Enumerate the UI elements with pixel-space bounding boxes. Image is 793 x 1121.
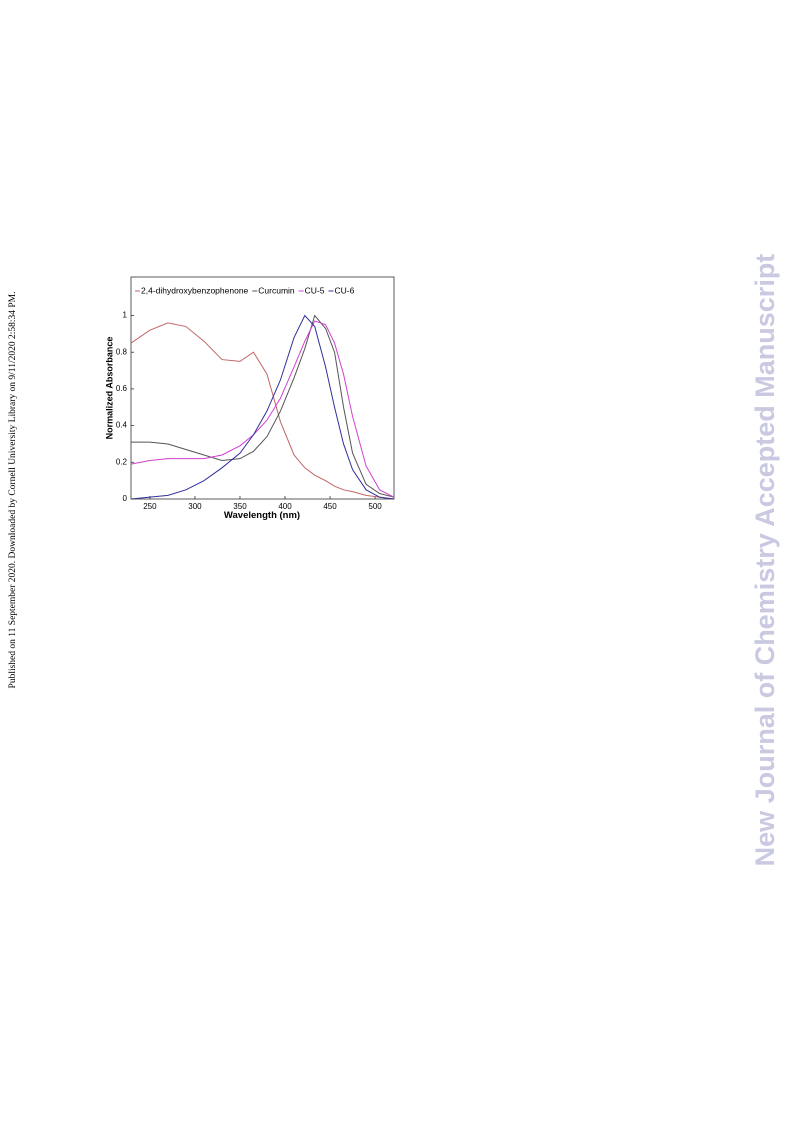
x-tick-label: 250	[143, 502, 157, 511]
right-note: New Journal of Chemistry Accepted Manusc…	[750, 254, 780, 867]
legend-label: CU-5	[305, 285, 325, 295]
series-line	[130, 314, 395, 500]
series-line	[131, 314, 395, 498]
y-tick-label: 0.8	[116, 347, 128, 356]
x-tick-label: 350	[233, 502, 247, 511]
series-line	[130, 320, 395, 498]
x-tick-label: 450	[323, 502, 337, 511]
plot-frame	[130, 276, 395, 500]
legend-label: CU-6	[335, 285, 355, 295]
y-tick-label: 0.6	[116, 384, 128, 393]
x-tick-label: 300	[188, 502, 202, 511]
x-tick-label: 400	[278, 502, 292, 511]
series-line	[130, 322, 395, 500]
y-axis-label: Normalized Absorbance	[104, 337, 114, 440]
legend-label: 2,4-dihydroxybenzophenone	[141, 285, 249, 295]
legend-label: Curcumin	[258, 285, 295, 295]
y-tick-label: 0.2	[116, 457, 128, 466]
y-tick-label: 0	[123, 494, 128, 503]
left-note: Published on 11 September 2020. Download…	[8, 292, 18, 689]
x-axis-label: Wavelength (nm)	[224, 510, 300, 521]
x-tick-label: 500	[368, 502, 382, 511]
y-tick-label: 1	[123, 311, 128, 320]
y-tick-label: 0.4	[116, 421, 128, 430]
